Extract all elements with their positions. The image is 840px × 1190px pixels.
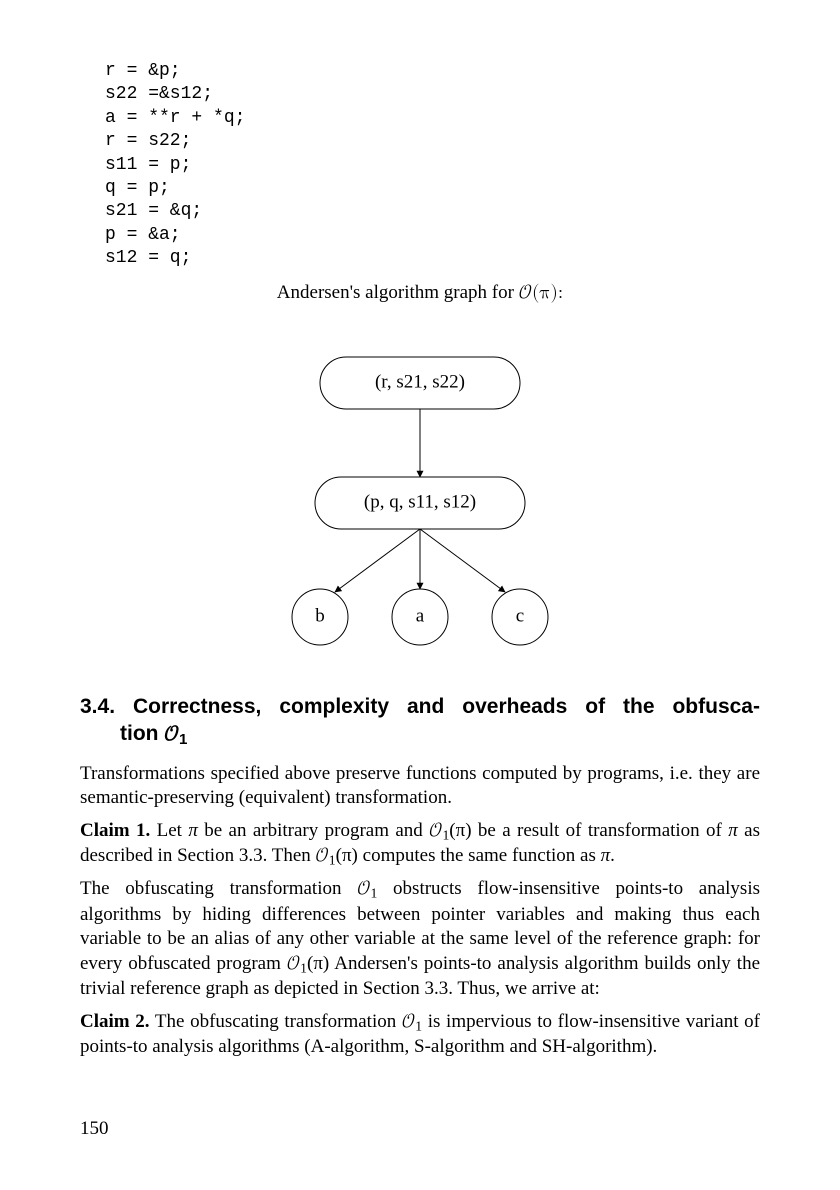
pi-symbol: π [601,845,611,866]
andersen-graph: (r, s21, s22) (p, q, s11, s12) b a c [150,317,690,657]
page-number: 150 [80,1117,109,1142]
graph-container: (r, s21, s22) (p, q, s11, s12) b a c [80,317,760,665]
code-line: s12 = q; [105,248,191,268]
code-line: s21 = &q; [105,201,202,221]
sub-1: 1 [329,853,336,868]
o-symbol: 𝒪 [429,821,442,840]
section-number: 3.4. [80,695,115,718]
pi-symbol: π [728,820,738,841]
caption-text: Andersen's algorithm graph for [277,282,519,303]
para2-text: The obfuscating transformation [80,878,357,899]
claim-1-label: Claim 1. [80,820,150,841]
code-line: s22 =&s12; [105,84,213,104]
claim-2: Claim 2. The obfuscating transformation … [80,1010,760,1060]
o-symbol: 𝒪 [316,846,329,865]
page: r = &p; s22 =&s12; a = **r + *q; r = s22… [0,0,840,1108]
svg-text:b: b [315,606,325,627]
of-pi: (π) [336,845,358,866]
sub-1: 1 [415,1018,422,1033]
o-symbol: 𝒪 [287,954,300,973]
claim-1-text: . [610,845,615,866]
paragraph-intro: Transformations specified above preserve… [80,762,760,811]
svg-text:a: a [416,606,425,627]
code-line: p = &a; [105,225,181,245]
code-line: r = &p; [105,61,181,81]
claim-1: Claim 1. Let π be an arbitrary program a… [80,819,760,869]
o-symbol: 𝒪 [402,1012,415,1031]
section-title-line1: Correctness, complexity and overheads of… [133,695,760,718]
claim-1-text: computes the same function as [358,845,601,866]
section-title-line2-prefix: tion [120,722,164,745]
claim-2-text: The obfuscating transformation [150,1011,402,1032]
svg-text:(p, q, s11, s12): (p, q, s11, s12) [364,492,476,513]
of-pi: (π) [449,820,471,841]
code-block: r = &p; s22 =&s12; a = **r + *q; r = s22… [105,60,760,271]
svg-text:c: c [516,606,524,627]
claim-2-label: Claim 2. [80,1011,150,1032]
claim-1-text: be a result of transformation of [472,820,729,841]
pi-symbol: π [188,820,198,841]
claim-1-text: be an arbitrary program and [198,820,429,841]
of-pi: (π) [307,953,329,974]
o-symbol: 𝒪 [357,879,370,898]
code-line: q = p; [105,178,170,198]
code-line: s11 = p; [105,155,191,175]
code-line: a = **r + *q; [105,108,245,128]
graph-caption: Andersen's algorithm graph for 𝒪(π): [80,281,760,306]
svg-text:(r, s21, s22): (r, s21, s22) [375,372,465,393]
paragraph-2: The obfuscating transformation 𝒪1 obstru… [80,877,760,1001]
caption-symbol: 𝒪(π): [519,283,563,302]
section-title-symbol: 𝒪 [164,724,179,745]
code-line: r = s22; [105,131,191,151]
section-title-sub: 1 [179,731,187,748]
sub-1: 1 [300,960,307,975]
claim-1-text: Let [150,820,188,841]
section-heading: 3.4. Correctness, complexity and overhea… [80,693,760,750]
